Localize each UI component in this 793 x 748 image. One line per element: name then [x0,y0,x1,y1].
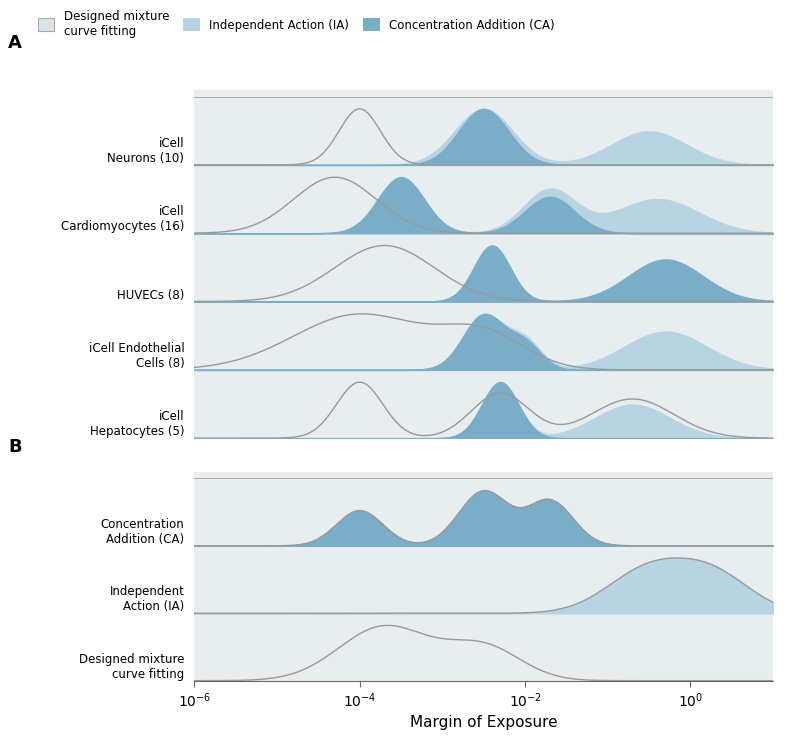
Text: iCell
Hepatocytes (5): iCell Hepatocytes (5) [90,410,184,438]
Text: A: A [8,34,21,52]
Text: B: B [8,438,21,456]
Text: Concentration
Addition (CA): Concentration Addition (CA) [101,518,184,546]
Text: iCell Endothelial
Cells (8): iCell Endothelial Cells (8) [89,342,184,370]
Text: Independent
Action (IA): Independent Action (IA) [109,585,184,613]
X-axis label: Margin of Exposure: Margin of Exposure [410,715,557,730]
Text: Designed mixture
curve fitting: Designed mixture curve fitting [79,653,184,681]
Text: HUVECs (8): HUVECs (8) [117,289,184,301]
Text: iCell
Neurons (10): iCell Neurons (10) [108,137,184,165]
Legend: Designed mixture
curve fitting, Independent Action (IA), Concentration Addition : Designed mixture curve fitting, Independ… [37,10,555,37]
Text: iCell
Cardiomyocytes (16): iCell Cardiomyocytes (16) [61,205,184,233]
